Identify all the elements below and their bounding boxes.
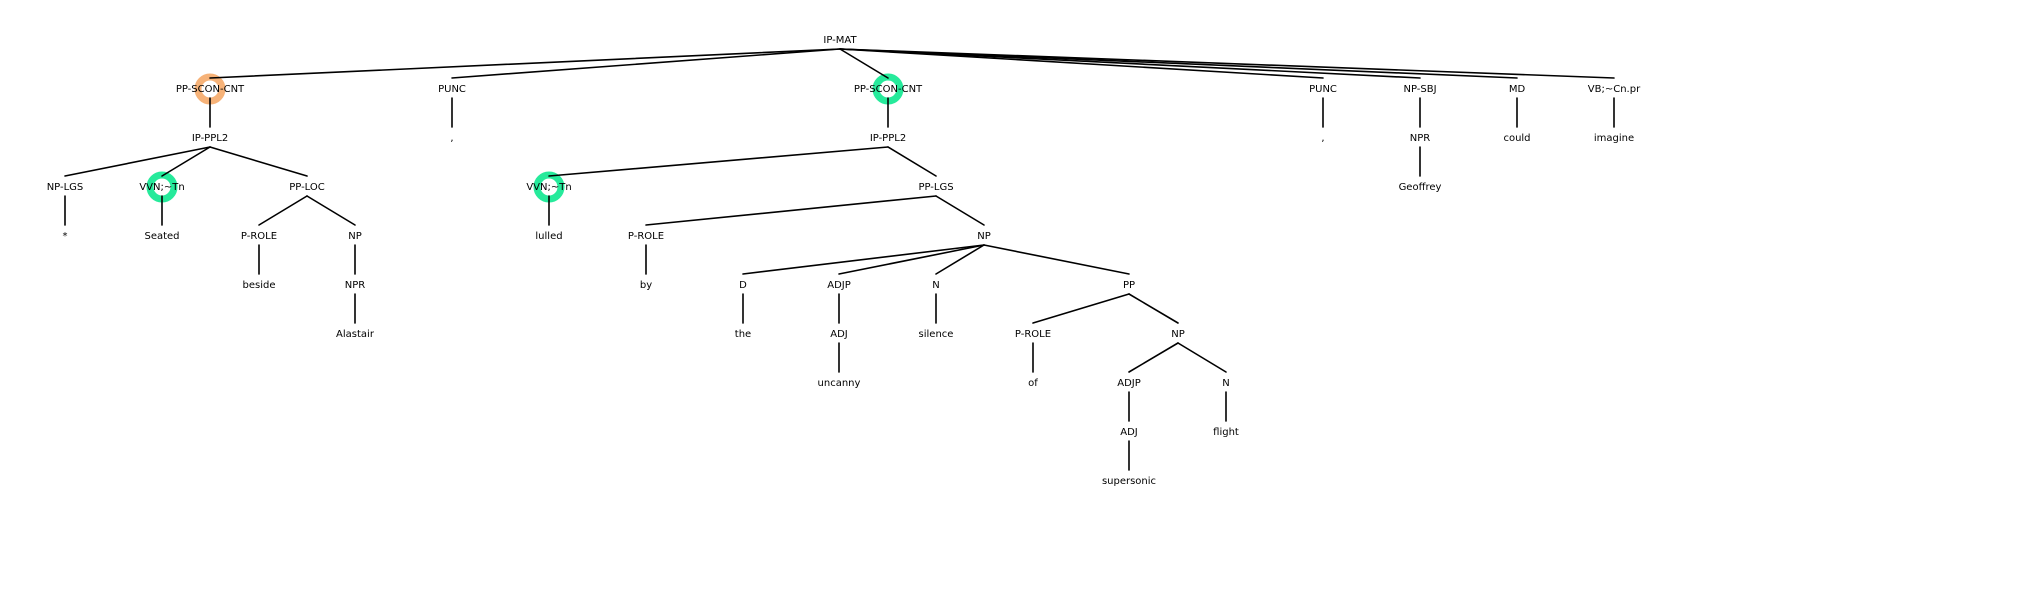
node-label-pp-scon-cnt: PP-SCON-CNT bbox=[176, 84, 245, 95]
tree-edge bbox=[161, 146, 211, 177]
node-label-adjp: ADJP bbox=[1117, 378, 1141, 389]
node-label-beside: beside bbox=[243, 280, 276, 291]
node-label-npr: NPR bbox=[1410, 133, 1431, 144]
tree-edges bbox=[64, 48, 1615, 471]
node-label-np-sbj: NP-SBJ bbox=[1403, 84, 1436, 95]
node-label-adj: ADJ bbox=[830, 329, 848, 340]
node-label-pp: PP bbox=[1123, 280, 1135, 291]
tree-edge bbox=[209, 48, 841, 79]
node-label-vvn-tn: VVN;~Tn bbox=[139, 182, 184, 193]
tree-edge bbox=[645, 195, 937, 226]
node-label-punct: , bbox=[450, 133, 453, 144]
node-label-geoffrey: Geoffrey bbox=[1399, 182, 1442, 193]
tree-edge bbox=[839, 48, 889, 79]
node-label-alastair: Alastair bbox=[336, 329, 375, 340]
tree-edge bbox=[935, 195, 985, 226]
node-label-by: by bbox=[640, 280, 652, 291]
tree-edge bbox=[1128, 342, 1179, 373]
node-label-flight: flight bbox=[1213, 427, 1239, 438]
node-label-lulled: lulled bbox=[535, 231, 562, 242]
node-label-adj: ADJ bbox=[1120, 427, 1138, 438]
node-label-imagine: imagine bbox=[1594, 133, 1634, 144]
node-label-n: N bbox=[1222, 378, 1229, 389]
node-label-npr: NPR bbox=[345, 280, 366, 291]
node-label-ip-ppl2: IP-PPL2 bbox=[870, 133, 906, 144]
node-label-pp-loc: PP-LOC bbox=[289, 182, 325, 193]
tree-edge bbox=[887, 146, 937, 177]
node-label-pp-scon-cnt: PP-SCON-CNT bbox=[854, 84, 923, 95]
node-label-punct: * bbox=[63, 231, 68, 242]
node-label-the: the bbox=[735, 329, 751, 340]
tree-edge bbox=[548, 146, 889, 177]
node-label-pp-lgs: PP-LGS bbox=[918, 182, 953, 193]
tree-edge bbox=[209, 146, 308, 177]
node-label-seated: Seated bbox=[144, 231, 179, 242]
tree-edge bbox=[306, 195, 356, 226]
node-label-p-role: P-ROLE bbox=[628, 231, 664, 242]
node-label-np-lgs: NP-LGS bbox=[47, 182, 84, 193]
node-label-np: NP bbox=[348, 231, 362, 242]
node-label-np: NP bbox=[977, 231, 991, 242]
tree-edge bbox=[1128, 293, 1179, 324]
node-markers bbox=[146, 73, 904, 203]
tree-edge bbox=[258, 195, 308, 226]
node-labels: IP-MAT PP-SCON-CNT IP-PPL2 NP-LGS * VVN;~Tn Se… bbox=[47, 35, 1641, 487]
node-label-ip-mat: IP-MAT bbox=[823, 35, 857, 46]
node-label-ip-ppl2: IP-PPL2 bbox=[192, 133, 228, 144]
node-label-p-role: P-ROLE bbox=[1015, 329, 1051, 340]
tree-edge bbox=[451, 48, 841, 79]
tree-edge bbox=[742, 244, 985, 275]
node-label-d: D bbox=[739, 280, 747, 291]
tree-edge bbox=[64, 146, 211, 177]
node-label-punct: , bbox=[1321, 133, 1324, 144]
node-label-punc: PUNC bbox=[1309, 84, 1337, 95]
node-label-could: could bbox=[1503, 133, 1530, 144]
node-label-punc: PUNC bbox=[438, 84, 466, 95]
node-label-vvn-tn: VVN;~Tn bbox=[526, 182, 571, 193]
node-label-silence: silence bbox=[919, 329, 954, 340]
tree-edge bbox=[839, 48, 1324, 79]
tree-edge bbox=[1032, 293, 1130, 324]
node-label-uncanny: uncanny bbox=[818, 378, 861, 389]
tree-edge bbox=[838, 244, 985, 275]
tree-edge bbox=[839, 48, 1615, 79]
node-label-of: of bbox=[1028, 378, 1038, 389]
tree-edge bbox=[1177, 342, 1227, 373]
node-label-md: MD bbox=[1509, 84, 1526, 95]
node-label-adjp: ADJP bbox=[827, 280, 851, 291]
tree-edge bbox=[983, 244, 1130, 275]
node-label-p-role: P-ROLE bbox=[241, 231, 277, 242]
node-label-supersonic: supersonic bbox=[1102, 476, 1156, 487]
node-label-np: NP bbox=[1171, 329, 1185, 340]
node-label-vb-cn-pr: VB;~Cn.pr bbox=[1588, 84, 1641, 95]
tree-edge bbox=[935, 244, 985, 275]
node-label-n: N bbox=[932, 280, 939, 291]
